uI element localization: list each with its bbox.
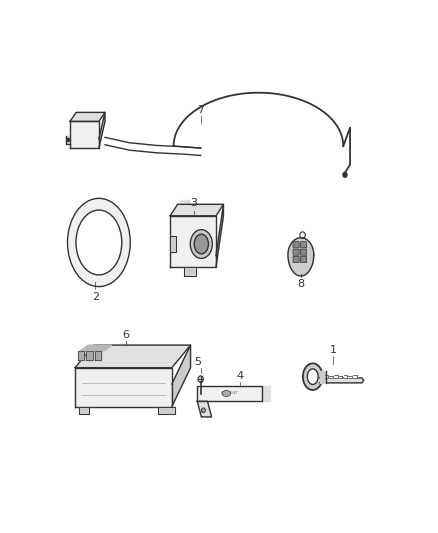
Polygon shape — [184, 267, 196, 276]
Polygon shape — [99, 112, 105, 148]
Text: 1: 1 — [330, 344, 336, 354]
Polygon shape — [172, 345, 191, 407]
Polygon shape — [320, 378, 364, 383]
Polygon shape — [348, 376, 352, 378]
Polygon shape — [262, 386, 270, 401]
Polygon shape — [70, 112, 105, 122]
Polygon shape — [334, 375, 338, 378]
Polygon shape — [344, 375, 347, 378]
Ellipse shape — [198, 376, 203, 383]
Polygon shape — [170, 236, 176, 252]
Ellipse shape — [343, 172, 347, 177]
Polygon shape — [288, 238, 314, 276]
Ellipse shape — [303, 364, 322, 390]
Text: 3: 3 — [191, 198, 198, 208]
FancyBboxPatch shape — [300, 249, 307, 255]
Text: 6: 6 — [123, 330, 130, 340]
Polygon shape — [180, 200, 189, 216]
Polygon shape — [197, 386, 262, 401]
Polygon shape — [197, 401, 212, 417]
Ellipse shape — [222, 391, 230, 397]
Polygon shape — [95, 351, 101, 360]
Text: 7: 7 — [197, 105, 204, 115]
Text: 8: 8 — [297, 279, 304, 289]
Polygon shape — [78, 407, 88, 414]
Polygon shape — [66, 136, 70, 144]
Text: 2: 2 — [92, 292, 99, 302]
Ellipse shape — [67, 198, 130, 287]
Polygon shape — [70, 122, 99, 148]
Text: 5: 5 — [194, 357, 201, 367]
FancyBboxPatch shape — [293, 241, 299, 248]
Polygon shape — [325, 375, 328, 378]
Polygon shape — [170, 204, 223, 216]
Polygon shape — [329, 376, 333, 378]
FancyBboxPatch shape — [293, 249, 299, 255]
Ellipse shape — [201, 408, 205, 413]
Polygon shape — [158, 407, 175, 414]
Ellipse shape — [67, 138, 69, 142]
Ellipse shape — [76, 210, 122, 275]
Polygon shape — [170, 216, 216, 267]
Polygon shape — [216, 204, 223, 267]
Ellipse shape — [307, 369, 318, 384]
Polygon shape — [78, 351, 84, 360]
Polygon shape — [353, 375, 357, 378]
Polygon shape — [339, 376, 342, 378]
Polygon shape — [75, 345, 191, 368]
Ellipse shape — [194, 234, 208, 254]
Text: mopar: mopar — [221, 390, 239, 395]
Polygon shape — [86, 351, 92, 360]
Text: 4: 4 — [236, 371, 244, 381]
FancyBboxPatch shape — [293, 256, 299, 263]
Ellipse shape — [190, 230, 212, 259]
Polygon shape — [75, 368, 172, 407]
FancyBboxPatch shape — [300, 256, 307, 263]
Polygon shape — [79, 345, 112, 352]
Polygon shape — [320, 370, 326, 383]
FancyBboxPatch shape — [300, 241, 307, 248]
